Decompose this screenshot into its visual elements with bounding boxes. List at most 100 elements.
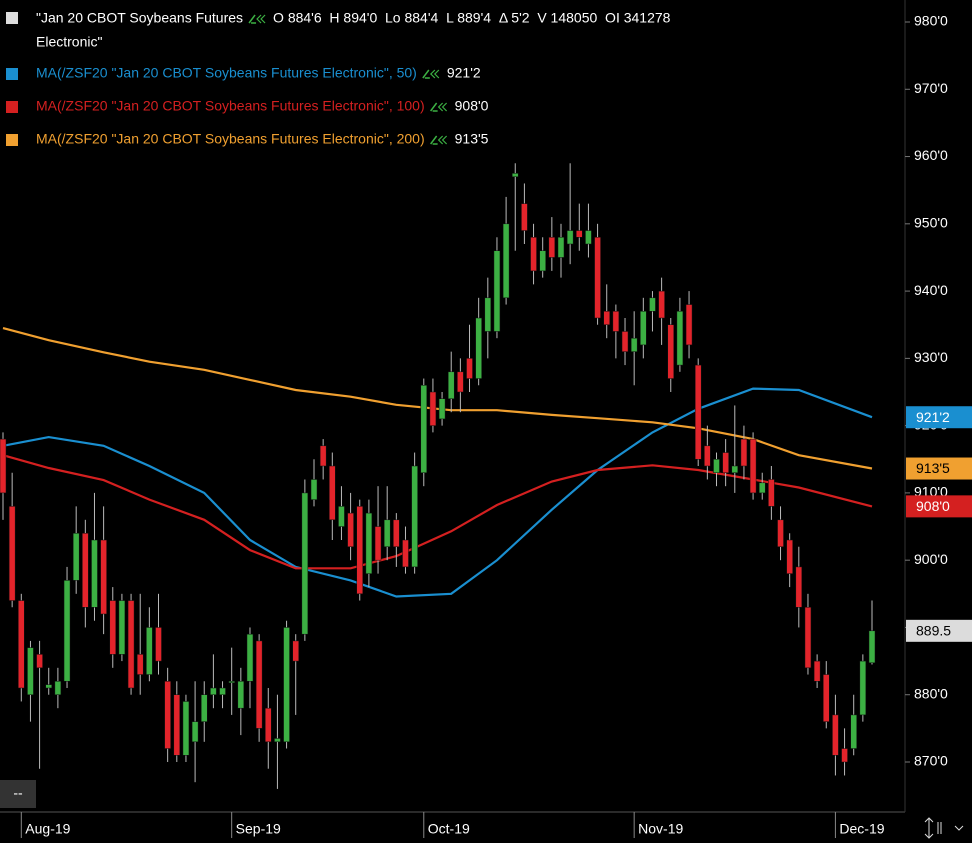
candle-body	[566, 230, 574, 245]
candle-body	[685, 304, 693, 346]
legend-value: 913'5	[455, 131, 489, 147]
candle-body	[667, 324, 675, 379]
legend-icon	[429, 69, 440, 79]
candle-body	[832, 714, 839, 756]
candle-body	[548, 237, 556, 258]
candle-body	[603, 311, 610, 325]
candle-body	[740, 438, 748, 467]
candle-body	[612, 311, 620, 332]
candle-body	[82, 533, 89, 608]
candle-body	[329, 465, 336, 521]
chart-title: "Jan 20 CBOT Soybeans Futures	[36, 10, 243, 26]
candle-body	[45, 684, 52, 689]
candle-body	[795, 566, 803, 608]
candle-body	[466, 358, 473, 379]
x-tick-label: Sep-19	[236, 821, 281, 837]
candle-body	[210, 687, 217, 695]
legend-icon	[430, 135, 438, 145]
legend-name: MA(/ZSF20 "Jan 20 CBOT Soybeans Futures …	[36, 131, 425, 147]
candle-body	[72, 533, 80, 581]
candle-body	[219, 687, 226, 695]
candle-body	[100, 539, 107, 615]
legend-icon	[430, 102, 438, 112]
candle-body	[374, 526, 382, 561]
candle-body	[521, 203, 528, 231]
legend-name: MA(/ZSF20 "Jan 20 CBOT Soybeans Futures …	[36, 98, 425, 114]
candle-body	[356, 506, 363, 595]
candle-body	[173, 694, 181, 756]
y-tick-label: 980'0	[914, 13, 948, 29]
candle-body	[402, 539, 409, 568]
candle-body	[850, 714, 857, 749]
candle-body	[502, 223, 510, 299]
candle-body	[786, 539, 793, 574]
candle-body	[704, 445, 711, 467]
candle-body	[713, 459, 720, 473]
candle-body	[292, 640, 299, 662]
candle-body	[539, 250, 546, 272]
y-tick-label: 880'0	[914, 685, 948, 701]
candle-body	[127, 600, 135, 689]
candle-body	[301, 492, 309, 635]
candle-body	[658, 290, 665, 319]
price-box	[906, 457, 972, 480]
candle-body	[804, 607, 812, 669]
candle-body	[457, 371, 464, 393]
price-box-label: 889.5	[916, 623, 951, 639]
legend-swatch	[6, 101, 18, 113]
y-tick-label: 870'0	[914, 753, 948, 769]
candle-body	[841, 748, 848, 763]
candle-body	[777, 519, 784, 547]
candle-body	[429, 391, 437, 426]
x-tick-label: Dec-19	[839, 821, 884, 837]
legend-value: 921'2	[447, 65, 481, 81]
candle-body	[649, 297, 656, 312]
ma-line	[2, 387, 873, 598]
candle-body	[576, 230, 583, 238]
candle-body	[164, 681, 171, 749]
x-tick-label: Oct-19	[428, 821, 470, 837]
legend-swatch	[6, 68, 18, 80]
candle-body	[0, 438, 7, 494]
price-box-label: 913'5	[916, 460, 950, 476]
axis-tool-icon[interactable]	[924, 817, 964, 839]
price-box-label: 921'2	[916, 409, 950, 425]
candle-body	[383, 519, 391, 547]
candle-body	[283, 627, 290, 743]
candle-body	[191, 721, 199, 743]
candle-body	[246, 633, 254, 682]
candle-body	[8, 506, 16, 601]
legend-icon	[437, 135, 448, 145]
legend-icon	[437, 102, 448, 112]
legend-icon	[422, 69, 430, 79]
candle-body	[91, 539, 98, 608]
candle-body	[493, 250, 501, 332]
candle-body	[749, 438, 757, 494]
candle-body	[255, 640, 263, 729]
candle-body	[155, 627, 162, 662]
candle-body	[393, 519, 400, 547]
y-tick-label: 950'0	[914, 215, 948, 231]
corner-box[interactable]	[0, 780, 36, 808]
candle-body	[621, 331, 629, 352]
candle-body	[512, 173, 519, 177]
y-tick-label: 970'0	[914, 80, 948, 96]
candle-body	[265, 707, 272, 743]
candle-body	[813, 660, 821, 682]
candle-body	[319, 445, 327, 467]
legend-icon	[256, 14, 266, 24]
candle-body	[118, 600, 126, 655]
candle-body	[411, 465, 418, 568]
candle-body	[823, 674, 830, 722]
candle-body	[63, 580, 71, 682]
legend-value: 908'0	[455, 98, 489, 114]
candle-body	[447, 371, 455, 399]
candle-body	[338, 506, 345, 527]
candle-body	[365, 512, 373, 574]
y-tick-label: 900'0	[914, 551, 948, 567]
candle-body	[630, 337, 638, 352]
candle-body	[594, 237, 601, 319]
candle-body	[640, 311, 647, 346]
